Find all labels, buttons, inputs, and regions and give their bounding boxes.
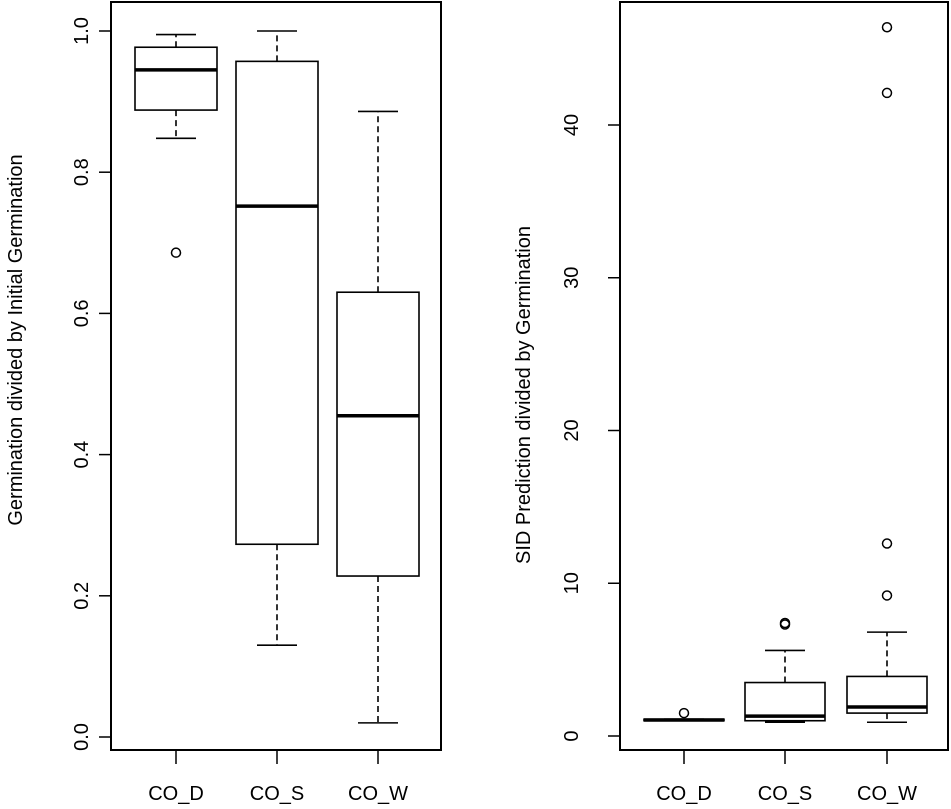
y-tick-label: 0.8 [71, 158, 93, 186]
x-tick-label: CO_D [148, 783, 204, 805]
x-tick-label: CO_S [758, 783, 812, 805]
y-tick-label: 0.0 [71, 723, 93, 751]
left-boxplot-panel: 0.0 0.2 0.4 0.6 0.8 1.0 Germination divided by… [5, 1, 442, 805]
y-tick-label: 0 [561, 730, 583, 741]
outlier-point [881, 21, 893, 33]
outlier-point [170, 247, 182, 258]
outlier-point [881, 590, 893, 601]
x-tick-label: CO_W [857, 783, 917, 805]
x-tick-label: CO_D [656, 783, 712, 805]
y-tick-label: 20 [561, 419, 583, 441]
y-tick-label: 1.0 [71, 17, 93, 45]
y-tick-label: 0.4 [71, 441, 93, 469]
box-co-d [643, 707, 725, 722]
iqr-box [134, 46, 218, 111]
y-axis-label: SID Prediction divided by Germination [513, 226, 535, 564]
y-tick-label: 10 [561, 572, 583, 594]
x-tick-label: CO_S [250, 783, 304, 805]
iqr-box [336, 291, 420, 577]
box-co-d [134, 33, 218, 258]
outlier-point [678, 707, 690, 719]
y-axis-label: Germination divided by Initial Germinati… [5, 154, 27, 525]
y-tick-label: 40 [561, 114, 583, 136]
outlier-point [779, 617, 791, 629]
iqr-box [744, 681, 826, 722]
outlier-point [881, 538, 893, 549]
plot-frame [110, 1, 442, 751]
box-co-w [846, 21, 928, 724]
box-co-s [235, 30, 319, 647]
right-boxplot-panel: 0 10 20 30 40 SID Prediction divided by Germi… [513, 1, 949, 805]
iqr-box [235, 60, 319, 546]
box-co-s [744, 617, 826, 724]
box-co-w [336, 110, 420, 724]
y-tick-label: 0.2 [71, 582, 93, 610]
plot-frame [619, 1, 949, 751]
y-tick-label: 30 [561, 267, 583, 289]
y-tick-label: 0.6 [71, 299, 93, 327]
outlier-point [881, 87, 893, 99]
x-tick-label: CO_W [348, 783, 408, 805]
